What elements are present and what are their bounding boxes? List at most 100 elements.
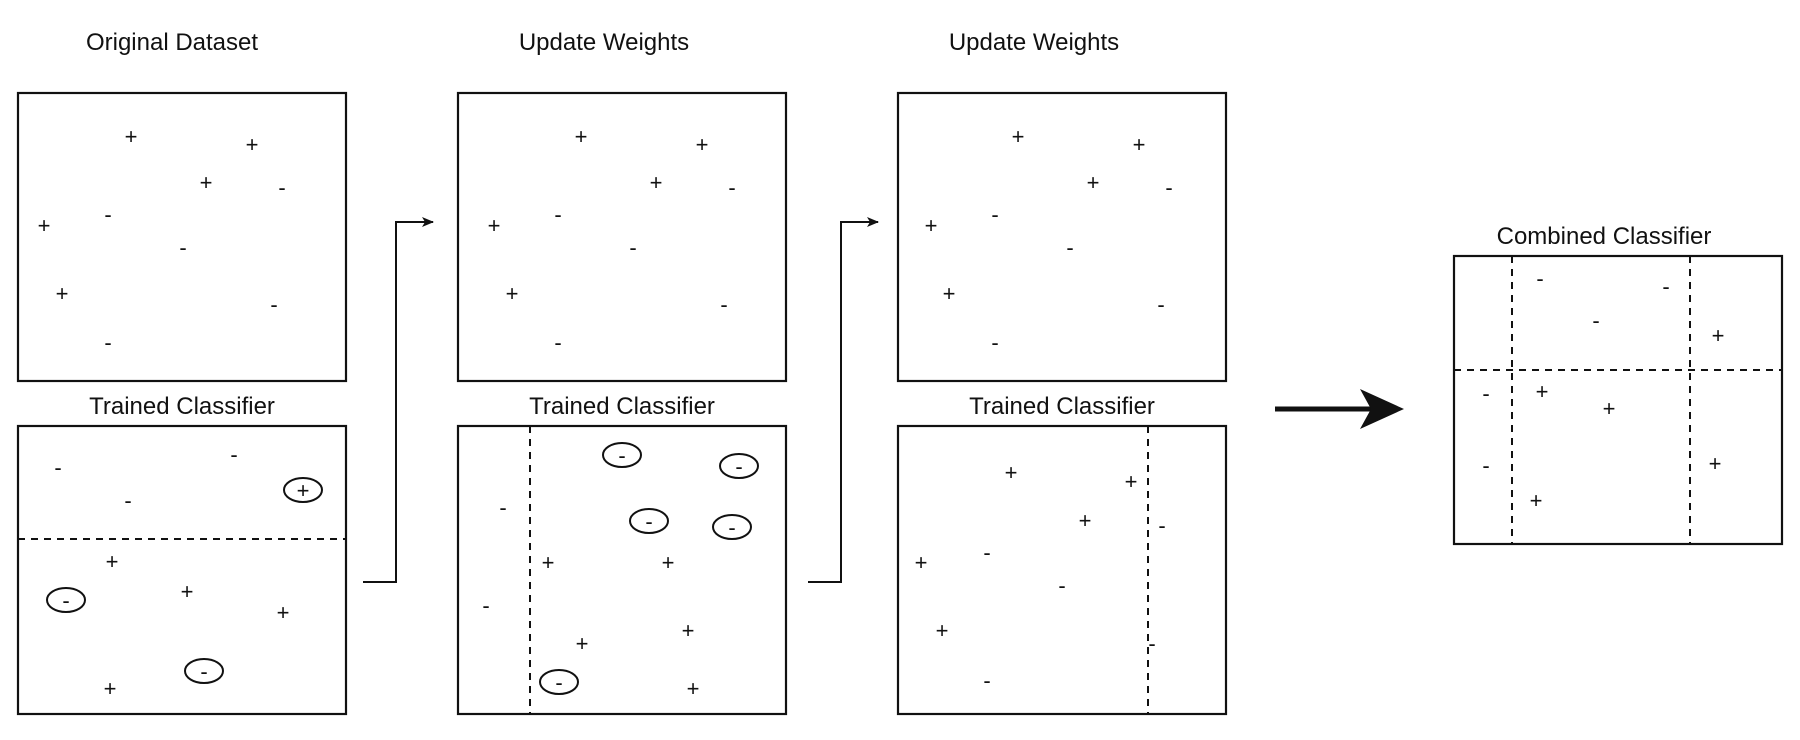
combined-classifier-points: - - - + - + + - + + (1482, 266, 1724, 513)
minus-point: - (555, 670, 562, 695)
plus-point: + (576, 631, 589, 656)
trained-classifier-1-title: Trained Classifier (89, 393, 275, 420)
update-weights-2-panel (896, 91, 1228, 383)
flow-arrow-1 (363, 217, 434, 583)
minus-point: - (179, 235, 186, 260)
trained-classifier-2-title: Trained Classifier (529, 393, 715, 420)
minus-point: - (104, 330, 111, 355)
plus-point: + (106, 549, 119, 574)
minus-point: - (1066, 235, 1073, 260)
minus-point: - (1592, 308, 1599, 333)
minus-point: - (983, 668, 990, 693)
plus-point: + (542, 550, 555, 575)
minus-point: - (1058, 573, 1065, 598)
trained-classifier-2-panel (456, 424, 788, 716)
minus-point: - (629, 235, 636, 260)
update-weights-2-title: Update Weights (949, 29, 1119, 56)
plus-point: + (1133, 132, 1146, 157)
plus-point: + (1709, 451, 1722, 476)
minus-point: - (1662, 274, 1669, 299)
trained-classifier-1-points: - - - + + + + - - + (46, 442, 323, 701)
combined-classifier-title: Combined Classifier (1497, 223, 1712, 250)
misclassified-ring (283, 477, 323, 503)
minus-point: - (991, 202, 998, 227)
plus-point: + (925, 213, 938, 238)
plus-point: + (104, 676, 117, 701)
minus-point: - (991, 330, 998, 355)
plus-point: + (650, 170, 663, 195)
trained-classifier-3-points: + + + - + - - + - - (915, 460, 1166, 693)
update-weights-2-points: + + + - + - - + - - (925, 124, 1173, 355)
minus-point: - (1536, 266, 1543, 291)
minus-point: - (499, 495, 506, 520)
minus-point: - (104, 202, 111, 227)
minus-point: - (62, 588, 69, 613)
plus-point: + (1012, 124, 1025, 149)
minus-point: - (554, 202, 561, 227)
minus-point: - (554, 330, 561, 355)
minus-point: - (983, 540, 990, 565)
plus-point: + (246, 132, 259, 157)
plus-point: + (915, 550, 928, 575)
minus-point: - (1482, 381, 1489, 406)
plus-point: + (1005, 460, 1018, 485)
minus-point: - (1158, 513, 1165, 538)
plus-point: + (1079, 508, 1092, 533)
plus-point: + (696, 132, 709, 157)
misclassified-ring (184, 658, 224, 684)
plus-point: + (1536, 379, 1549, 404)
plus-point: + (1530, 488, 1543, 513)
plus-point: + (277, 600, 290, 625)
plus-point: + (181, 579, 194, 604)
original-dataset-title: Original Dataset (86, 29, 258, 56)
minus-point: - (278, 175, 285, 200)
minus-point: - (618, 443, 625, 468)
minus-point: - (645, 509, 652, 534)
combined-classifier-panel (1452, 254, 1784, 546)
minus-point: - (728, 175, 735, 200)
minus-point: - (230, 442, 237, 467)
trained-classifier-3-title: Trained Classifier (969, 393, 1155, 420)
plus-point: + (687, 676, 700, 701)
plus-point: + (575, 124, 588, 149)
update-weights-1-points: + + + - + - - + - - (488, 124, 736, 355)
plus-point: + (943, 281, 956, 306)
update-weights-1-panel (456, 91, 788, 383)
plus-point: + (1603, 396, 1616, 421)
plus-point: + (488, 213, 501, 238)
plus-point: + (936, 618, 949, 643)
flow-arrow-2 (808, 217, 879, 583)
minus-point: - (270, 292, 277, 317)
update-weights-1-title: Update Weights (519, 29, 689, 56)
misclassified-ring (719, 453, 759, 479)
minus-point: - (735, 454, 742, 479)
minus-point: - (1165, 175, 1172, 200)
trained-classifier-2-points: - - - - - + + - + + - + (482, 442, 759, 701)
minus-point: - (728, 515, 735, 540)
misclassified-ring (46, 587, 86, 613)
combine-arrow (1275, 389, 1404, 429)
minus-point: - (54, 455, 61, 480)
minus-point: - (1482, 453, 1489, 478)
plus-point: + (1712, 323, 1725, 348)
original-dataset-points: + + + - + - - + - - (38, 124, 286, 355)
minus-point: - (200, 659, 207, 684)
misclassified-ring (539, 669, 579, 695)
minus-point: - (124, 488, 131, 513)
plus-point: + (682, 618, 695, 643)
misclassified-ring (602, 442, 642, 468)
trained-classifier-3-panel (896, 424, 1228, 716)
original-dataset-panel (16, 91, 348, 383)
trained-classifier-1-panel (16, 424, 348, 716)
minus-point: - (482, 593, 489, 618)
minus-point: - (1157, 292, 1164, 317)
plus-point: + (297, 478, 310, 503)
plus-point: + (1125, 469, 1138, 494)
plus-point: + (200, 170, 213, 195)
plus-point: + (1087, 170, 1100, 195)
minus-point: - (720, 292, 727, 317)
plus-point: + (662, 550, 675, 575)
plus-point: + (38, 213, 51, 238)
minus-point: - (1148, 631, 1155, 656)
